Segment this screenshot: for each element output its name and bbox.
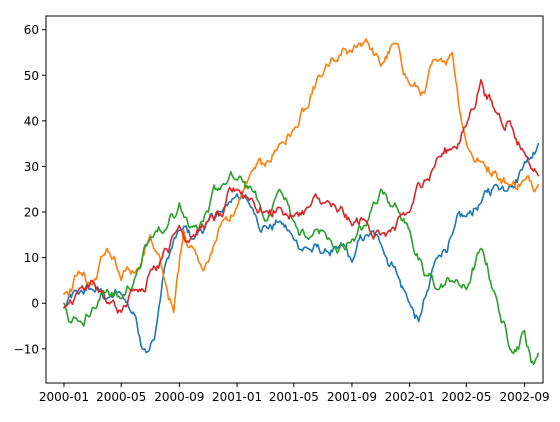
series-line-3 (63, 170, 540, 366)
y-tick-label: 40 (24, 114, 39, 128)
x-axis: 2000-01 2000-05 2000-09 2001-01 2001-05 2001-… (39, 383, 550, 404)
series-line-4 (63, 79, 540, 314)
x-tick-label: 2002-05 (441, 390, 491, 404)
y-tick-label: 10 (24, 251, 39, 265)
x-tick-label: 2002-09 (499, 390, 549, 404)
x-tick-label: 2001-01 (212, 390, 262, 404)
x-tick-label: 2002-01 (385, 390, 435, 404)
x-tick-label: 2001-09 (327, 390, 377, 404)
y-axis: −10 0 10 20 30 40 50 60 (14, 23, 46, 356)
y-tick-label: 60 (24, 23, 39, 37)
x-tick-label: 2001-05 (269, 390, 319, 404)
y-tick-label: 30 (24, 160, 39, 174)
series-layer (63, 38, 540, 366)
y-tick-label: −10 (14, 342, 39, 356)
x-tick-label: 2000-09 (154, 390, 204, 404)
x-tick-label: 2000-01 (39, 390, 89, 404)
y-tick-label: 50 (24, 69, 39, 83)
y-tick-label: 0 (31, 297, 39, 311)
y-tick-label: 20 (24, 206, 39, 220)
series-line-1 (63, 142, 540, 354)
plot-frame (45, 15, 544, 384)
series-line-2 (63, 38, 540, 314)
x-tick-label: 2000-05 (96, 390, 146, 404)
